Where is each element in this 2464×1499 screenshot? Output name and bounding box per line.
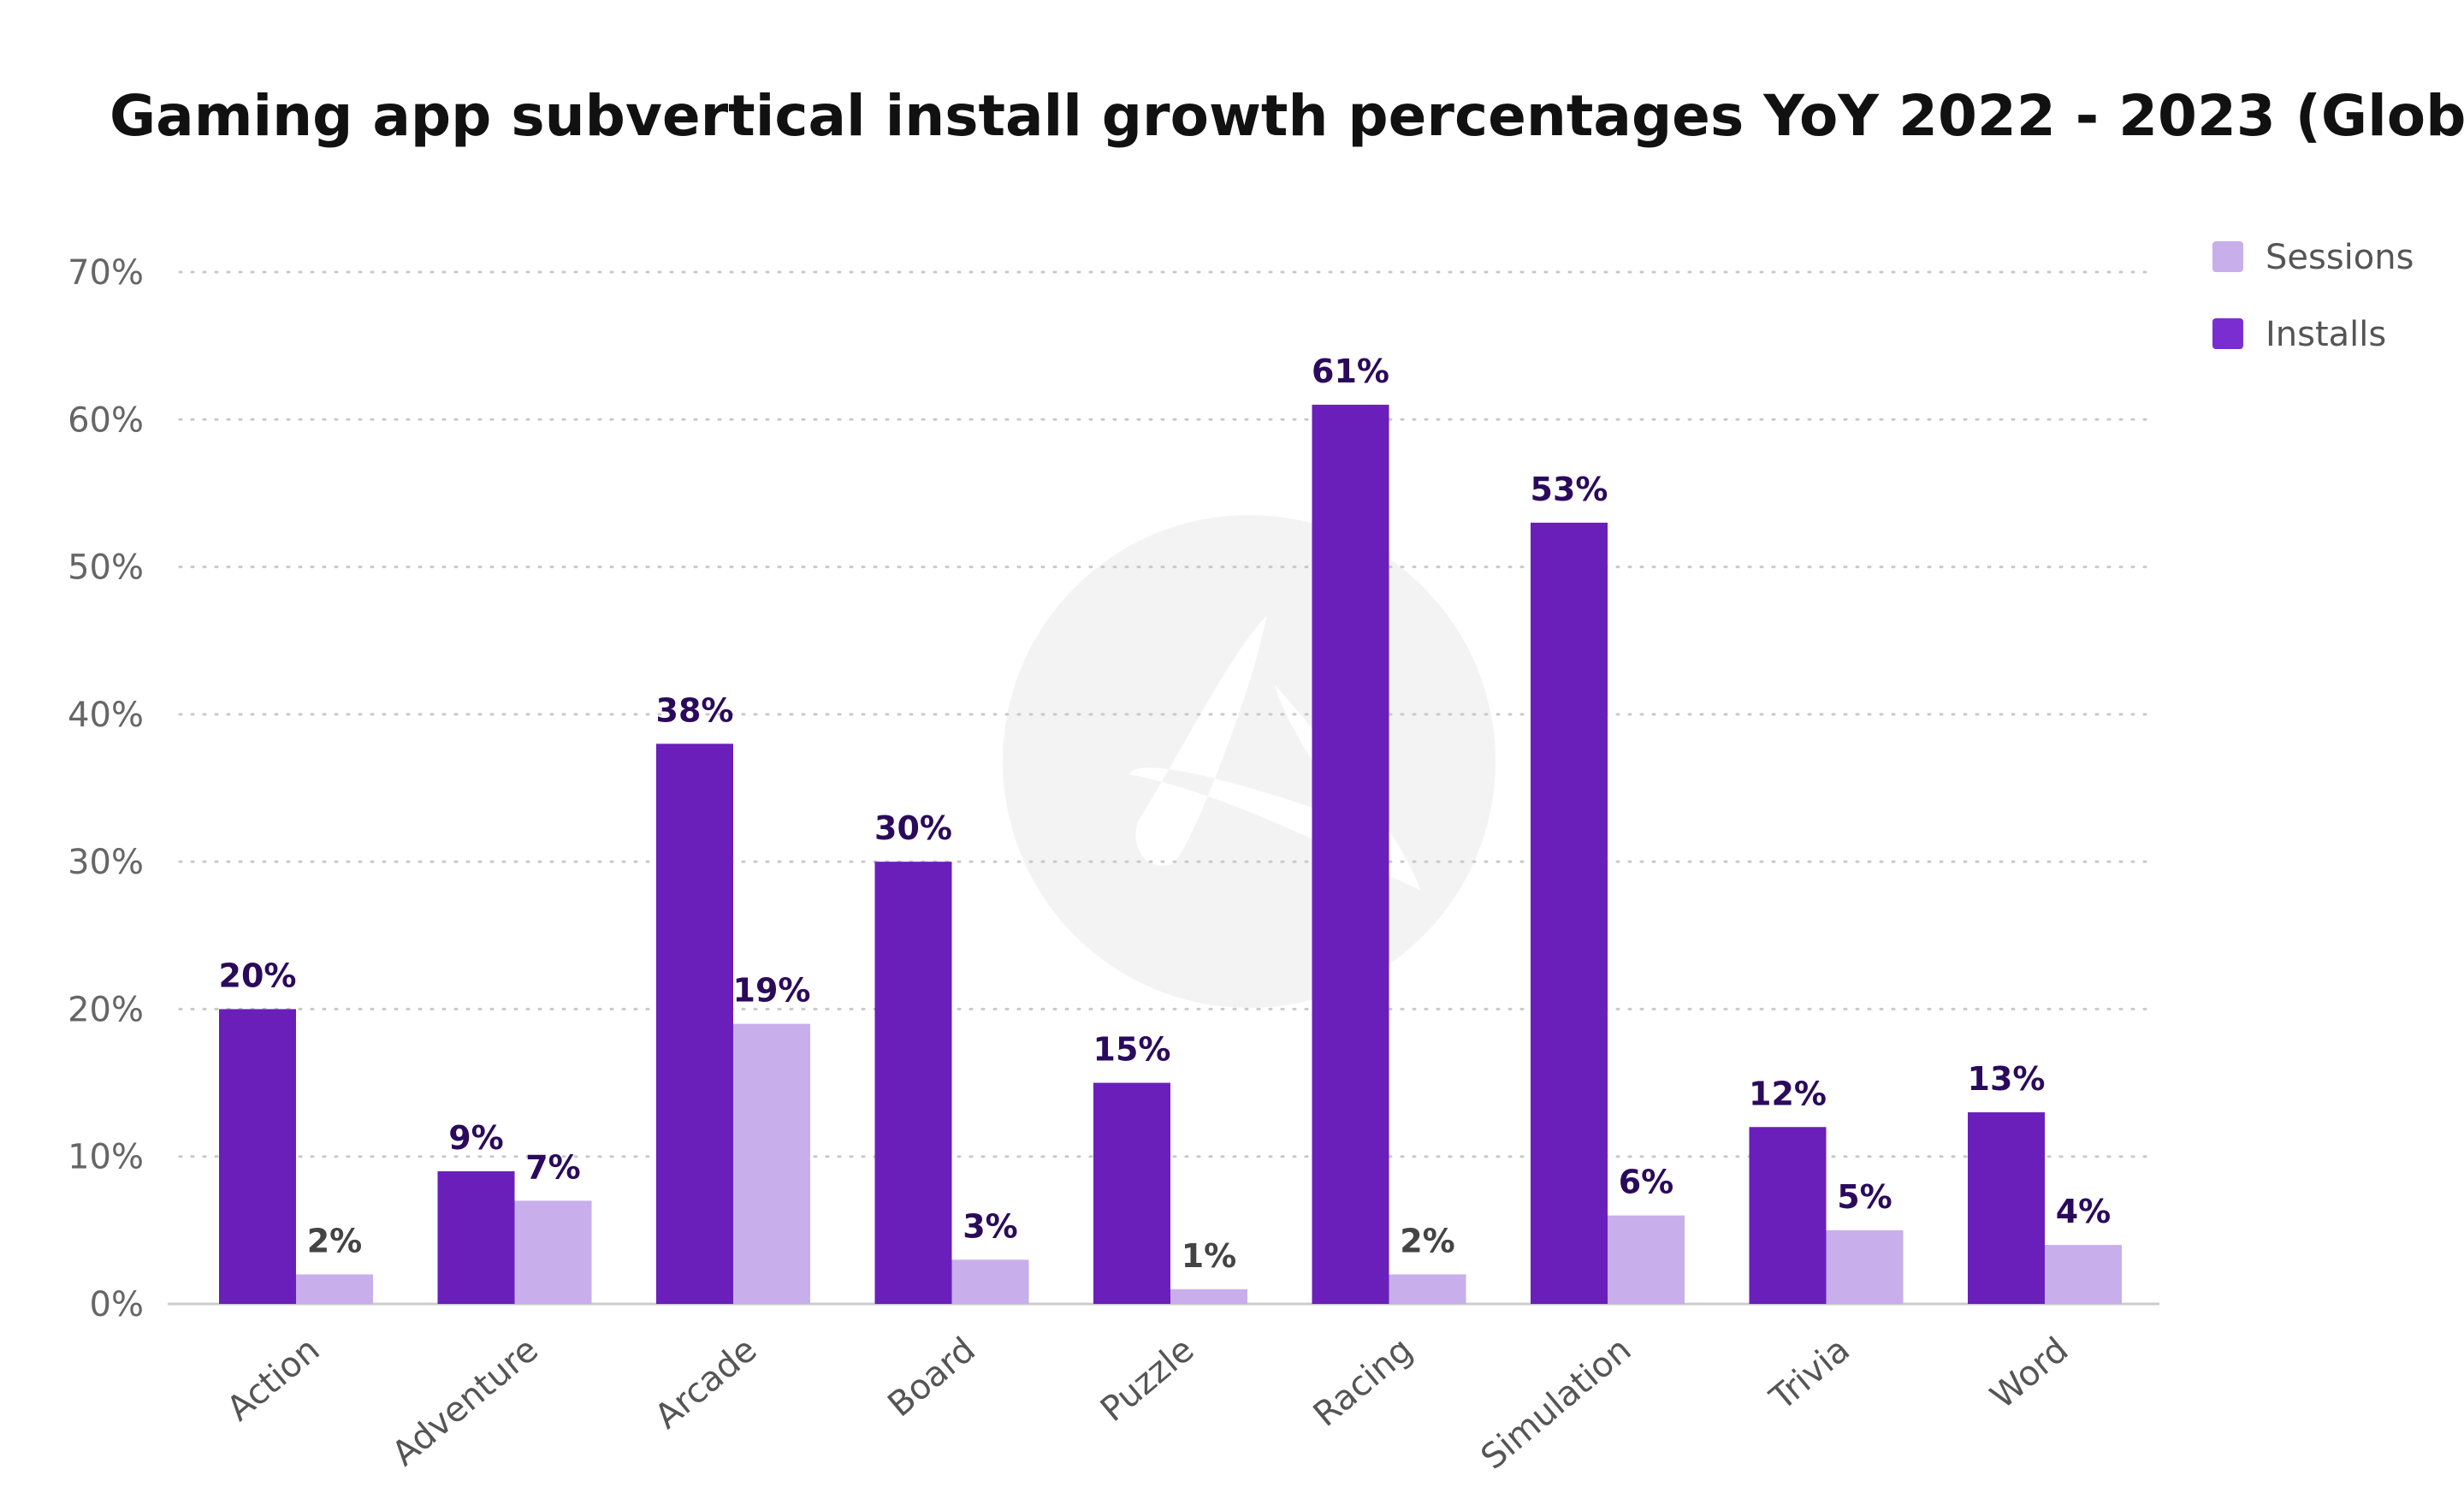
x-tick-label: Word: [1983, 1330, 2076, 1416]
bars: 20% 2% 9% 7% 38% 19% 30% 3% 15% 1% 61% 2% 53% 6% 12% 5%…: [219, 353, 2122, 1304]
chart-title: Gaming app subvertical install growth pe…: [110, 83, 2464, 149]
bar-installs[interactable]: [1749, 1127, 1827, 1304]
data-label-installs: 38%: [656, 691, 734, 729]
y-tick-label: 60%: [68, 400, 144, 440]
legend-label-sessions: Sessions: [2266, 238, 2414, 277]
legend-item-installs[interactable]: Installs: [2212, 315, 2386, 354]
bar-sessions[interactable]: [733, 1023, 810, 1304]
legend: Sessions Installs: [2212, 238, 2414, 354]
data-label-installs: 20%: [219, 957, 297, 994]
x-tick-label: Adventure: [385, 1330, 546, 1473]
data-label-sessions: 2%: [1400, 1223, 1455, 1260]
data-label-installs: 9%: [448, 1119, 504, 1157]
data-label-sessions: 2%: [307, 1223, 363, 1260]
y-tick-label: 10%: [68, 1138, 144, 1177]
watermark-circle: [1003, 515, 1496, 1008]
data-label-sessions: 6%: [1619, 1164, 1674, 1201]
bar-installs[interactable]: [1093, 1082, 1170, 1304]
x-tick-label: Arcade: [648, 1330, 764, 1437]
data-label-installs: 12%: [1749, 1075, 1827, 1112]
data-label-sessions: 3%: [962, 1207, 1018, 1245]
x-tick-label: Racing: [1306, 1330, 1420, 1434]
data-label-installs: 15%: [1093, 1031, 1171, 1069]
x-tick-label: Board: [880, 1330, 983, 1425]
bar-sessions[interactable]: [1608, 1215, 1685, 1304]
data-label-installs: 53%: [1531, 471, 1608, 508]
data-label-sessions: 4%: [2056, 1193, 2112, 1230]
y-tick-label: 30%: [68, 843, 144, 882]
y-tick-label: 0%: [90, 1285, 144, 1324]
bar-sessions[interactable]: [1389, 1274, 1466, 1304]
y-tick-label: 20%: [68, 990, 144, 1029]
legend-item-sessions[interactable]: Sessions: [2212, 238, 2414, 277]
x-tick-label: Puzzle: [1093, 1330, 1201, 1430]
data-label-installs: 30%: [874, 809, 952, 847]
bar-installs[interactable]: [219, 1009, 296, 1304]
y-tick-label: 40%: [68, 696, 144, 735]
data-label-sessions: 5%: [1837, 1178, 1892, 1216]
bar-sessions[interactable]: [2045, 1245, 2122, 1304]
bar-sessions[interactable]: [1170, 1289, 1247, 1304]
data-label-sessions: 19%: [733, 972, 811, 1010]
legend-swatch-sessions: [2212, 241, 2243, 272]
data-label-sessions: 1%: [1182, 1237, 1237, 1275]
x-tick-label: Action: [220, 1330, 328, 1429]
bar-sessions[interactable]: [514, 1200, 592, 1304]
bar-installs[interactable]: [1531, 522, 1608, 1304]
bar-sessions[interactable]: [296, 1274, 373, 1304]
y-tick-label: 70%: [68, 253, 144, 293]
x-tick-label: Simulation: [1474, 1330, 1639, 1477]
y-tick-label: 50%: [68, 548, 144, 588]
bar-sessions[interactable]: [1826, 1229, 1904, 1304]
data-label-sessions: 7%: [525, 1148, 581, 1186]
x-tick-label: Trivia: [1762, 1330, 1857, 1419]
bar-installs[interactable]: [1968, 1112, 2045, 1304]
grid: [178, 270, 2149, 1158]
bar-installs[interactable]: [874, 862, 952, 1304]
bar-installs[interactable]: [1312, 405, 1389, 1304]
bar-installs[interactable]: [437, 1170, 515, 1304]
data-label-installs: 13%: [1968, 1060, 2046, 1098]
legend-label-installs: Installs: [2266, 315, 2386, 354]
watermark-logo: [1003, 515, 1496, 1008]
bar-sessions[interactable]: [951, 1259, 1029, 1304]
data-label-installs: 61%: [1312, 353, 1389, 390]
bar-installs[interactable]: [656, 744, 733, 1304]
y-axis: 0% 10% 20% 30% 40% 50% 60% 70%: [68, 253, 144, 1324]
legend-swatch-installs: [2212, 318, 2243, 349]
x-axis: Action Adventure Arcade Board Puzzle Racing Si…: [220, 1330, 2076, 1477]
